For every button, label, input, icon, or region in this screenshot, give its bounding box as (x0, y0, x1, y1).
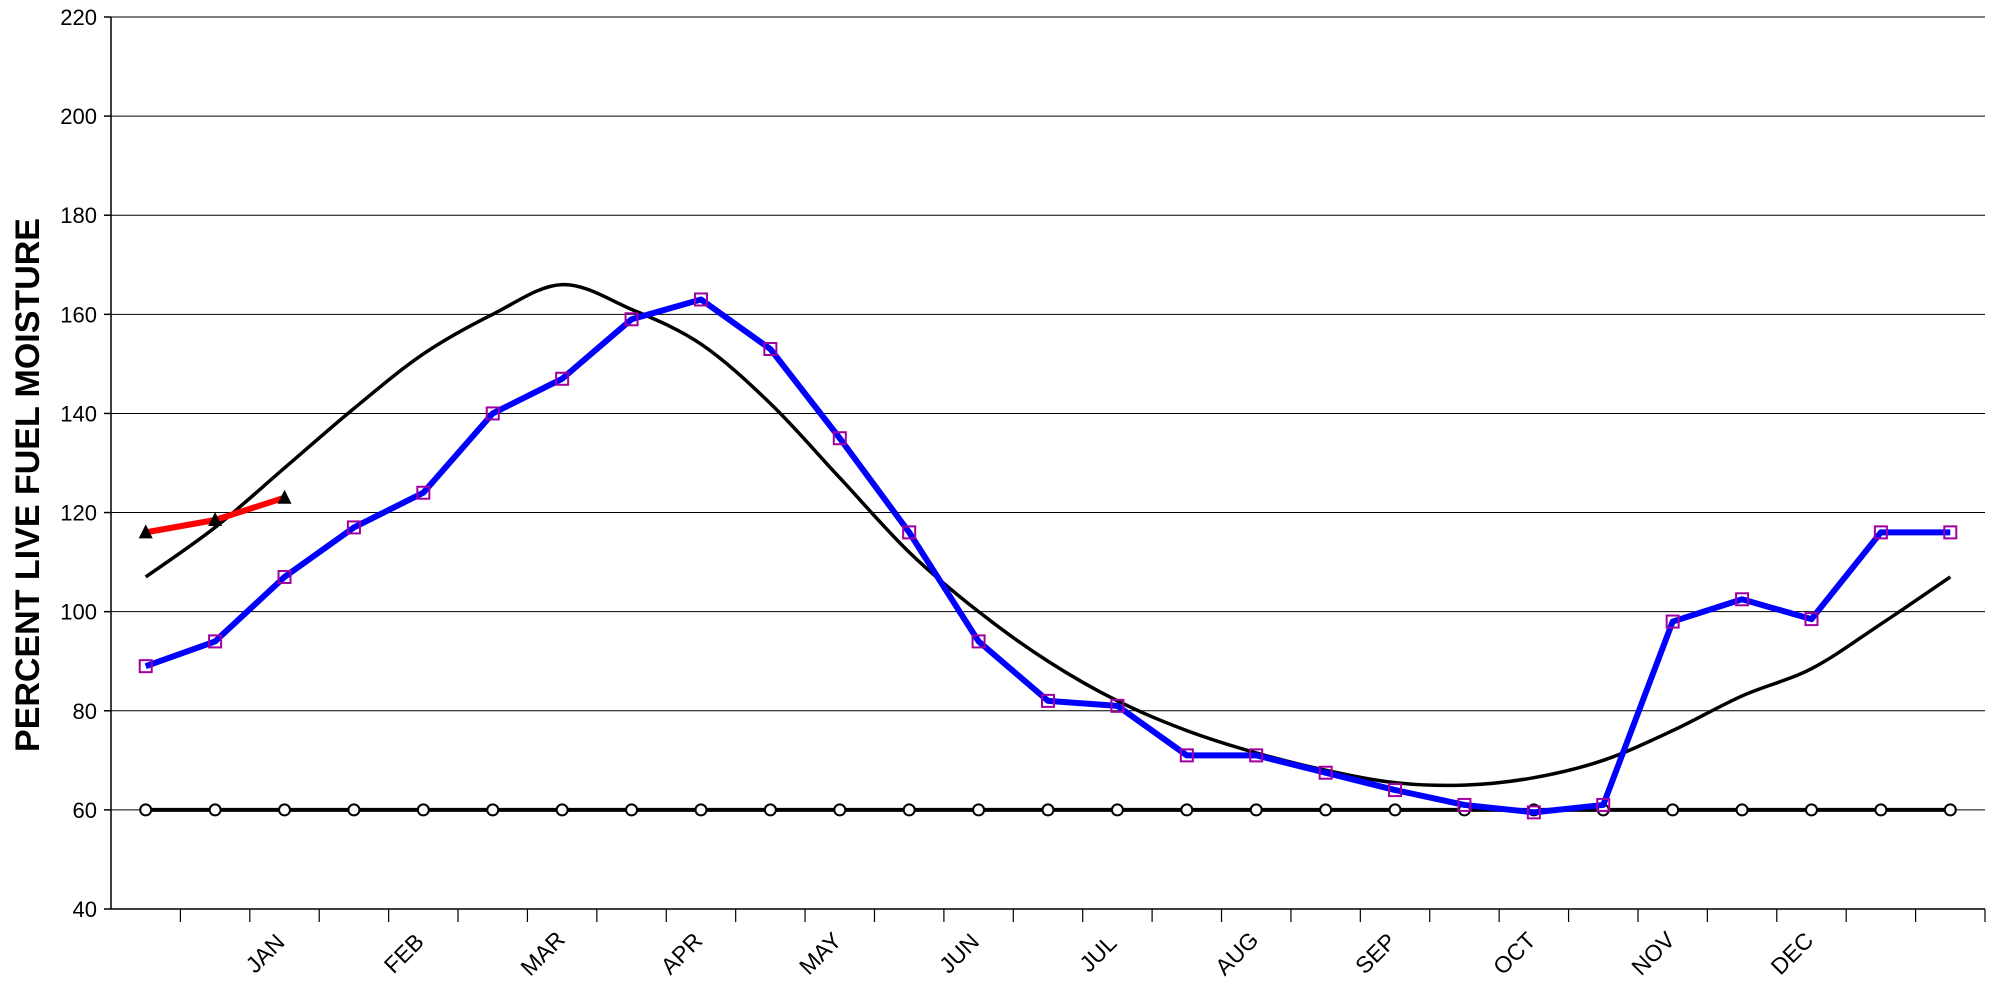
square-marker (485, 406, 500, 421)
square-marker (208, 634, 223, 649)
circle-marker (1735, 803, 1749, 817)
circle-marker (416, 803, 430, 817)
square-marker (1318, 765, 1333, 780)
square-marker (1179, 748, 1194, 763)
circle-marker (347, 803, 361, 817)
square-marker (1943, 525, 1958, 540)
month-label-nov: NOV (1626, 926, 1680, 980)
square-marker (555, 371, 570, 386)
circle-marker (555, 803, 569, 817)
circle-marker (833, 803, 847, 817)
circle-marker (625, 803, 639, 817)
axis-labels: 40 60 80 100 120 140 160 180 200 220 JAN FEB MAR APR M… (60, 5, 1818, 981)
y-tick-label-140: 140 (60, 401, 97, 426)
circle-marker (1180, 803, 1194, 817)
circle-marker (1804, 803, 1818, 817)
square-marker (1388, 783, 1403, 798)
series-red (138, 489, 292, 539)
square-marker (1110, 698, 1125, 713)
square-marker (1873, 525, 1888, 540)
triangle-marker (208, 511, 223, 526)
square-marker (1249, 748, 1264, 763)
circle-marker (1110, 803, 1124, 817)
square-marker (624, 312, 639, 327)
square-marker (138, 659, 153, 674)
y-tick-label-220: 220 (60, 5, 97, 30)
circle-marker (278, 803, 292, 817)
month-label-may: MAY (794, 927, 846, 979)
month-label-dec: DEC (1766, 927, 1819, 980)
series-black-smooth (144, 282, 1952, 788)
y-tick-label-40: 40 (73, 897, 97, 922)
triangle-marker (138, 524, 153, 539)
circle-marker (972, 803, 986, 817)
series-line-black-smooth (144, 282, 1952, 788)
circle-marker (763, 803, 777, 817)
month-label-feb: FEB (379, 928, 429, 978)
circle-marker (1249, 803, 1263, 817)
series-threshold-60 (139, 803, 1957, 817)
y-tick-label-80: 80 (73, 699, 97, 724)
square-marker (693, 292, 708, 307)
month-label-apr: APR (656, 927, 708, 979)
square-marker (763, 342, 778, 357)
circle-marker (1666, 803, 1680, 817)
square-marker (1735, 592, 1750, 607)
y-tick-label-200: 200 (60, 104, 97, 129)
y-tick-label-160: 160 (60, 302, 97, 327)
month-label-jun: JUN (934, 928, 984, 978)
y-axis-title: PERCENT LIVE FUEL MOISTURE (9, 218, 47, 752)
square-marker (1804, 612, 1819, 627)
triangle-marker (277, 489, 292, 504)
square-marker (832, 431, 847, 446)
circle-marker (902, 803, 916, 817)
circle-marker (1041, 803, 1055, 817)
square-marker (1457, 797, 1472, 812)
axes (104, 16, 1986, 922)
square-marker (1526, 805, 1541, 820)
month-label-sep: SEP (1350, 928, 1401, 979)
y-tick-label-180: 180 (60, 203, 97, 228)
month-label-jan: JAN (240, 929, 289, 978)
month-label-jul: JUL (1074, 930, 1121, 977)
square-marker (416, 485, 431, 500)
circle-marker (208, 803, 222, 817)
circle-marker (1388, 803, 1402, 817)
square-marker (346, 520, 361, 535)
circle-marker (139, 803, 153, 817)
month-label-oct: OCT (1488, 927, 1541, 980)
data-series (138, 282, 1958, 820)
circle-marker (486, 803, 500, 817)
circle-marker (1943, 803, 1957, 817)
y-tick-label-60: 60 (73, 798, 97, 823)
month-label-mar: MAR (515, 926, 570, 981)
square-marker (902, 525, 917, 540)
month-label-aug: AUG (1210, 927, 1264, 981)
y-tick-label-100: 100 (60, 600, 97, 625)
square-marker (1041, 693, 1055, 708)
circle-marker (1874, 803, 1888, 817)
series-blue (138, 292, 1958, 820)
square-marker (1665, 614, 1680, 629)
gridlines (111, 16, 1985, 811)
square-marker (971, 634, 986, 649)
square-marker (277, 569, 292, 584)
square-marker (1596, 797, 1611, 812)
series-line-blue (144, 296, 1951, 816)
circle-marker (694, 803, 708, 817)
y-tick-label-120: 120 (60, 501, 97, 526)
circle-marker (1319, 803, 1333, 817)
